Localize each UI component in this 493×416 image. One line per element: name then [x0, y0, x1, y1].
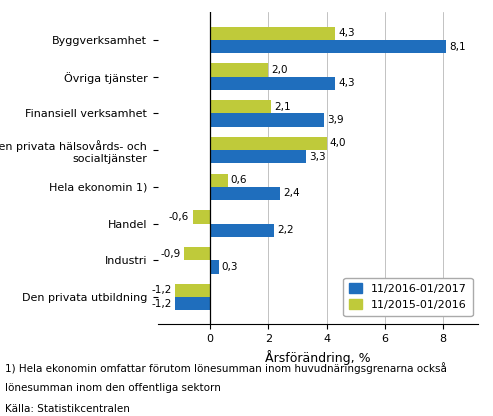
Text: 2,4: 2,4	[283, 188, 300, 198]
Bar	[175, 297, 210, 310]
Bar	[210, 63, 269, 77]
Bar	[210, 27, 335, 40]
Text: 2,2: 2,2	[277, 225, 294, 235]
Bar	[210, 77, 335, 90]
Text: 3,9: 3,9	[327, 115, 343, 125]
Text: 0,6: 0,6	[231, 175, 247, 185]
Bar	[210, 137, 327, 150]
Legend: 11/2016-01/2017, 11/2015-01/2016: 11/2016-01/2017, 11/2015-01/2016	[344, 277, 473, 316]
Text: 2,1: 2,1	[274, 102, 291, 112]
Text: -1,2: -1,2	[151, 299, 172, 309]
Bar	[175, 284, 210, 297]
Bar	[210, 114, 324, 126]
Bar	[210, 150, 306, 163]
Text: 4,3: 4,3	[338, 28, 355, 38]
Text: lönesumman inom den offentliga sektorn: lönesumman inom den offentliga sektorn	[5, 383, 221, 393]
Text: 8,1: 8,1	[449, 42, 466, 52]
Text: -0,9: -0,9	[160, 249, 180, 259]
Text: 0,3: 0,3	[222, 262, 238, 272]
Text: 3,3: 3,3	[309, 152, 326, 162]
Text: 2,0: 2,0	[271, 65, 288, 75]
Bar	[193, 210, 210, 223]
Bar	[210, 260, 219, 274]
X-axis label: Årsförändring, %: Årsförändring, %	[265, 350, 371, 365]
Text: 1) Hela ekonomin omfattar förutom lönesumman inom huvudnäringsgrenarna också: 1) Hela ekonomin omfattar förutom lönesu…	[5, 362, 447, 374]
Bar	[184, 247, 210, 260]
Text: 4,0: 4,0	[330, 139, 346, 149]
Bar	[210, 40, 446, 53]
Bar	[210, 173, 228, 187]
Bar	[210, 187, 280, 200]
Text: Källa: Statistikcentralen: Källa: Statistikcentralen	[5, 404, 130, 414]
Text: 4,3: 4,3	[338, 78, 355, 88]
Bar	[210, 100, 271, 114]
Bar	[210, 223, 274, 237]
Text: -1,2: -1,2	[151, 285, 172, 295]
Text: -0,6: -0,6	[169, 212, 189, 222]
